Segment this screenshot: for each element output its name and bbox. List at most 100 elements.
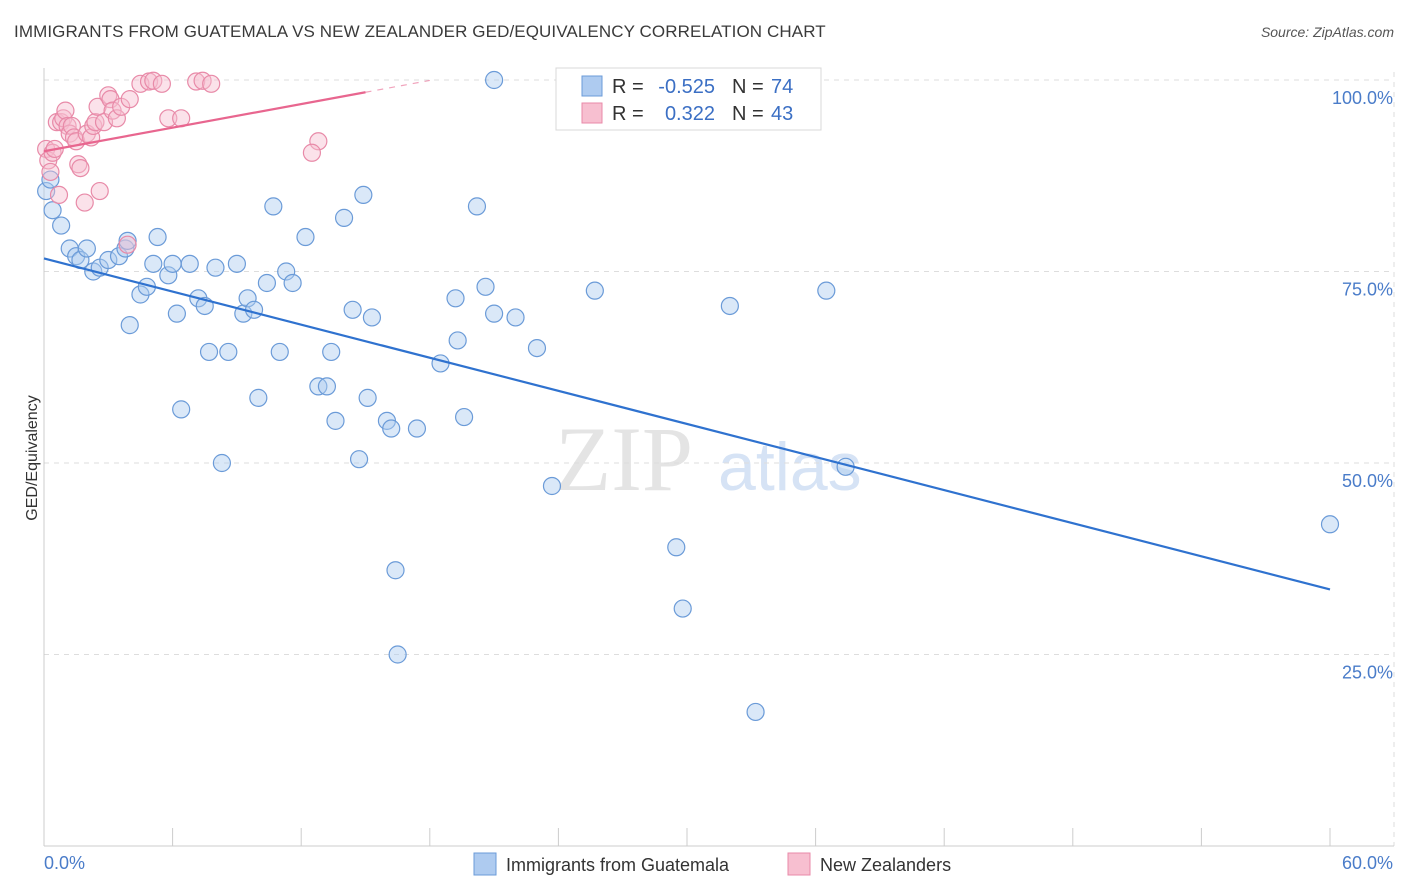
legend-label-guatemala: Immigrants from Guatemala xyxy=(506,855,730,875)
guatemala-point xyxy=(476,277,495,296)
y-tick-label: 75.0% xyxy=(1342,280,1393,300)
bottom-legend: Immigrants from Guatemala New Zealanders xyxy=(473,852,951,876)
new-zealander-point xyxy=(120,90,139,109)
guatemala-point xyxy=(257,273,277,293)
source-label: Source: ZipAtlas.com xyxy=(1260,24,1394,40)
guatemala-point xyxy=(746,702,765,722)
guatemala-point xyxy=(454,407,474,427)
stats-r-label: R = xyxy=(612,103,644,125)
stats-r-value: -0.525 xyxy=(658,76,715,98)
watermark-zip: ZIP xyxy=(555,408,693,510)
guatemala-point xyxy=(148,227,167,247)
guatemala-point xyxy=(219,342,238,362)
guatemala-point xyxy=(1320,515,1340,534)
new-zealander-point xyxy=(152,74,171,93)
guatemala-point xyxy=(99,250,118,270)
guatemala-point xyxy=(206,258,225,277)
stats-n-value: 43 xyxy=(771,103,793,125)
guatemala-point xyxy=(296,227,315,247)
guatemala-point xyxy=(283,273,302,293)
guatemala-point xyxy=(159,266,178,285)
new-zealander-trend-line xyxy=(43,91,366,153)
guatemala-point xyxy=(667,538,686,557)
guatemala-point xyxy=(506,308,525,327)
tick-labels: 100.0% 75.0% 50.0% 25.0% 0.0% 60.0% xyxy=(44,88,1393,873)
guatemala-point xyxy=(334,208,354,227)
guatemala-point xyxy=(249,388,268,407)
chart-title: IMMIGRANTS FROM GUATEMALA VS NEW ZEALAND… xyxy=(14,22,826,41)
guatemala-point xyxy=(163,254,182,273)
legend-label-new-zealanders: New Zealanders xyxy=(820,855,951,875)
guatemala-point xyxy=(431,354,450,373)
guatemala-point xyxy=(199,342,219,362)
stats-swatch-pink xyxy=(581,102,603,124)
stats-legend: R = -0.525 N = 74 R = 0.322 N = 43 xyxy=(555,67,822,131)
guatemala-point xyxy=(41,170,60,189)
guatemala-point xyxy=(720,296,739,316)
stats-r-value: 0.322 xyxy=(665,103,715,125)
guatemala-point xyxy=(264,197,283,216)
guatemala-point xyxy=(52,216,71,235)
guatemala-point xyxy=(358,388,377,407)
guatemala-point xyxy=(118,231,137,250)
guatemala-point xyxy=(354,185,373,204)
stats-n-label: N = xyxy=(732,76,764,98)
new-zealander-point xyxy=(302,143,322,162)
gridlines xyxy=(44,72,1395,846)
stats-n-value: 74 xyxy=(771,76,793,98)
guatemala-point xyxy=(382,419,401,438)
guatemala-point xyxy=(349,450,369,469)
guatemala-point xyxy=(467,197,487,216)
guatemala-point xyxy=(244,300,264,319)
y-axis-label: GED/Equivalency xyxy=(24,395,41,520)
guatemala-point xyxy=(144,254,163,273)
guatemala-point xyxy=(326,411,345,430)
trend-lines xyxy=(43,79,1331,591)
guatemala-point xyxy=(343,300,362,319)
guatemala-point xyxy=(446,289,465,308)
guatemala-point xyxy=(485,304,504,323)
guatemala-point xyxy=(277,262,296,281)
new-zealander-point xyxy=(56,101,75,120)
guatemala-point xyxy=(238,289,257,308)
guatemala-point xyxy=(362,308,382,327)
guatemala-point xyxy=(585,281,604,300)
stats-n-label: N = xyxy=(732,103,764,125)
guatemala-point xyxy=(172,400,191,419)
guatemala-point xyxy=(407,419,427,438)
guatemala-point xyxy=(167,304,186,323)
guatemala-point xyxy=(322,342,341,362)
axes xyxy=(43,68,1394,847)
guatemala-point xyxy=(227,254,246,273)
new-zealander-point xyxy=(159,109,178,128)
guatemala-point xyxy=(673,599,692,618)
y-tick-label: 25.0% xyxy=(1342,663,1393,683)
legend-swatch-guatemala xyxy=(473,852,497,876)
new-zealander-point xyxy=(107,109,126,128)
guatemala-point xyxy=(317,377,337,396)
guatemala-point xyxy=(386,561,405,580)
guatemala-point xyxy=(212,453,231,473)
new-zealander-point xyxy=(202,74,221,93)
guatemala-trend-line xyxy=(43,257,1331,591)
guatemala-point xyxy=(388,645,407,664)
guatemala-point xyxy=(120,316,139,335)
guatemala-point xyxy=(270,342,289,362)
stats-swatch-blue xyxy=(581,75,603,97)
data-points xyxy=(37,70,1340,722)
new-zealander-point xyxy=(309,132,328,151)
y-tick-label: 100.0% xyxy=(1332,88,1393,108)
new-zealander-point xyxy=(90,181,109,201)
new-zealander-point xyxy=(71,158,90,178)
x-tick-label: 60.0% xyxy=(1342,853,1393,873)
new-zealander-point xyxy=(118,235,137,254)
legend-swatch-new-zealanders xyxy=(787,852,811,876)
guatemala-point xyxy=(542,476,562,496)
x-tick-label: 0.0% xyxy=(44,853,85,873)
y-tick-label: 50.0% xyxy=(1342,471,1393,491)
stats-r-label: R = xyxy=(612,76,644,98)
new-zealander-point xyxy=(187,72,206,91)
guatemala-point xyxy=(527,339,547,358)
guatemala-point xyxy=(43,201,62,220)
